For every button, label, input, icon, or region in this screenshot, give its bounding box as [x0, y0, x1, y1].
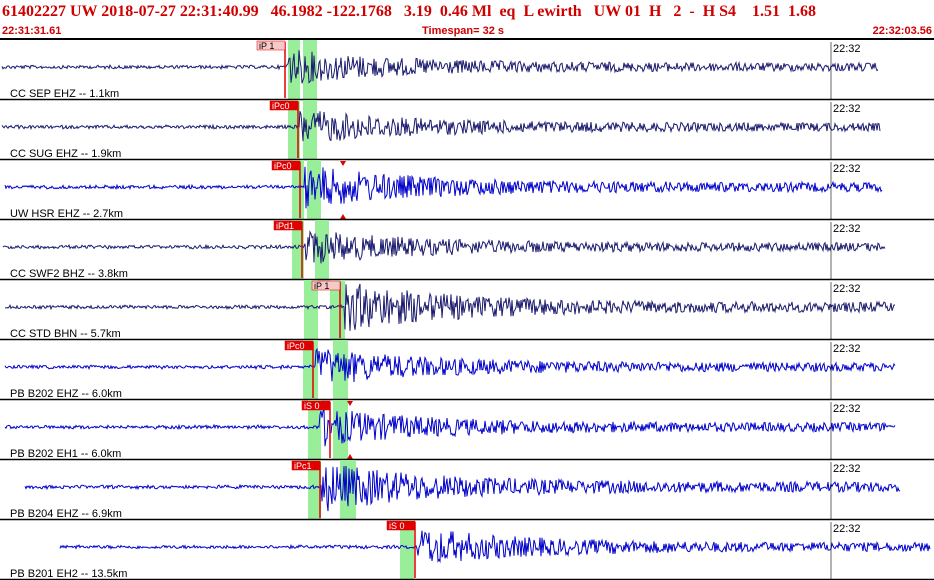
- channel-label: CC SEP EHZ -- 1.1km: [10, 88, 119, 100]
- header-separator: [0, 38, 934, 40]
- pick-flag[interactable]: [256, 40, 286, 51]
- phase-window-highlight: [303, 340, 318, 400]
- pick-label[interactable]: iPc0: [272, 101, 290, 111]
- pick-label[interactable]: iS 0: [389, 521, 405, 531]
- phase-marker-icon: [340, 214, 346, 219]
- pick-label[interactable]: iP 1: [259, 41, 274, 51]
- pick-label[interactable]: iPc1: [294, 461, 312, 471]
- channel-label: UW HSR EHZ -- 2.7km: [10, 208, 123, 220]
- pick-flag[interactable]: [301, 400, 331, 411]
- seismogram-panel[interactable]: iP 1 22:32 CC SEP EHZ -- 1.1km iPc0 22:32 CC …: [0, 40, 934, 580]
- channel-row[interactable]: iS 0 22:32 PB B201 EH2 -- 13.5km: [0, 520, 934, 580]
- channel-row[interactable]: iP 1 22:32 CC STD BHN -- 5.7km: [0, 280, 934, 341]
- waveform-trace: [24, 465, 901, 512]
- channel-label: PB B204 EHZ -- 6.9km: [10, 508, 122, 520]
- waveform-trace: [4, 407, 896, 447]
- channel-row[interactable]: iP 1 22:32 CC SEP EHZ -- 1.1km: [0, 40, 934, 101]
- event-summary-title: 61402227 UW 2018-07-27 22:31:40.99 46.19…: [2, 3, 817, 20]
- waveform-trace: [59, 530, 931, 564]
- minute-time-label: 22:32: [833, 343, 861, 355]
- minute-time-label: 22:32: [833, 43, 861, 55]
- channel-label: PB B202 EHZ -- 6.0km: [10, 388, 122, 400]
- phase-window-highlight: [288, 100, 300, 160]
- pick-flag[interactable]: [386, 520, 416, 531]
- minute-time-label: 22:32: [833, 103, 861, 115]
- pick-flag[interactable]: [269, 100, 299, 111]
- waveform-trace: [4, 166, 883, 209]
- pick-label[interactable]: iS 0: [304, 401, 320, 411]
- minute-time-label: 22:32: [833, 283, 861, 295]
- channel-row[interactable]: iPc0 22:32 CC SUG EHZ -- 1.9km: [0, 100, 934, 161]
- channel-label: PB B201 EH2 -- 13.5km: [10, 568, 127, 580]
- channel-row[interactable]: iPc1 22:32 PB B204 EHZ -- 6.9km: [0, 460, 934, 521]
- pick-label[interactable]: iPc0: [287, 341, 305, 351]
- phase-window-highlight: [308, 460, 321, 520]
- waveform-trace: [1, 111, 881, 142]
- timespan-label: Timespan= 32 s: [422, 25, 505, 37]
- end-time-label: 22:32:03.56: [872, 25, 932, 37]
- seismogram-svg[interactable]: iP 1 22:32 CC SEP EHZ -- 1.1km iPc0 22:32 CC …: [0, 40, 934, 580]
- phase-window-highlight: [304, 280, 318, 340]
- minute-time-label: 22:32: [833, 523, 861, 535]
- phase-window-highlight: [292, 220, 304, 280]
- event-header: 61402227 UW 2018-07-27 22:31:40.99 46.19…: [0, 0, 934, 40]
- pick-flag[interactable]: [291, 460, 321, 471]
- channel-row[interactable]: iPc0 22:32 UW HSR EHZ -- 2.7km: [0, 160, 934, 221]
- pick-flag[interactable]: [311, 280, 341, 291]
- start-time-label: 22:31:31.61: [2, 25, 62, 37]
- phase-window-highlight: [330, 280, 345, 340]
- pick-flag[interactable]: [284, 340, 314, 351]
- phase-marker-icon: [347, 401, 353, 406]
- phase-window-highlight: [288, 40, 300, 100]
- waveform-trace: [2, 230, 886, 264]
- channel-label: CC STD BHN -- 5.7km: [10, 328, 121, 340]
- phase-window-highlight: [400, 520, 414, 580]
- phase-marker-icon: [347, 454, 353, 459]
- minute-time-label: 22:32: [833, 223, 861, 235]
- channel-row[interactable]: iS 0 22:32 PB B202 EH1 -- 6.0km: [0, 400, 934, 461]
- pick-flag[interactable]: [271, 160, 301, 171]
- waveform-trace: [4, 347, 896, 383]
- channel-label: CC SWF2 BHZ -- 3.8km: [10, 268, 128, 280]
- pick-label[interactable]: iP 1: [314, 281, 329, 291]
- minute-time-label: 22:32: [833, 463, 861, 475]
- waveform-trace: [1, 50, 879, 84]
- phase-window-highlight: [292, 160, 304, 220]
- phase-window-highlight: [303, 40, 317, 100]
- pick-label[interactable]: iPd1: [276, 221, 294, 231]
- phase-marker-icon: [340, 161, 346, 166]
- channel-row[interactable]: iPc0 22:32 PB B202 EHZ -- 6.0km: [0, 340, 934, 401]
- minute-time-label: 22:32: [833, 403, 861, 415]
- channel-row[interactable]: iPd1 22:32 CC SWF2 BHZ -- 3.8km: [0, 220, 934, 281]
- minute-time-label: 22:32: [833, 163, 861, 175]
- channel-label: PB B202 EH1 -- 6.0km: [10, 448, 121, 460]
- pick-label[interactable]: iPc0: [274, 161, 292, 171]
- phase-window-highlight: [308, 400, 321, 460]
- channel-label: CC SUG EHZ -- 1.9km: [10, 148, 121, 160]
- waveform-trace: [4, 283, 895, 331]
- pick-flag[interactable]: [273, 220, 303, 231]
